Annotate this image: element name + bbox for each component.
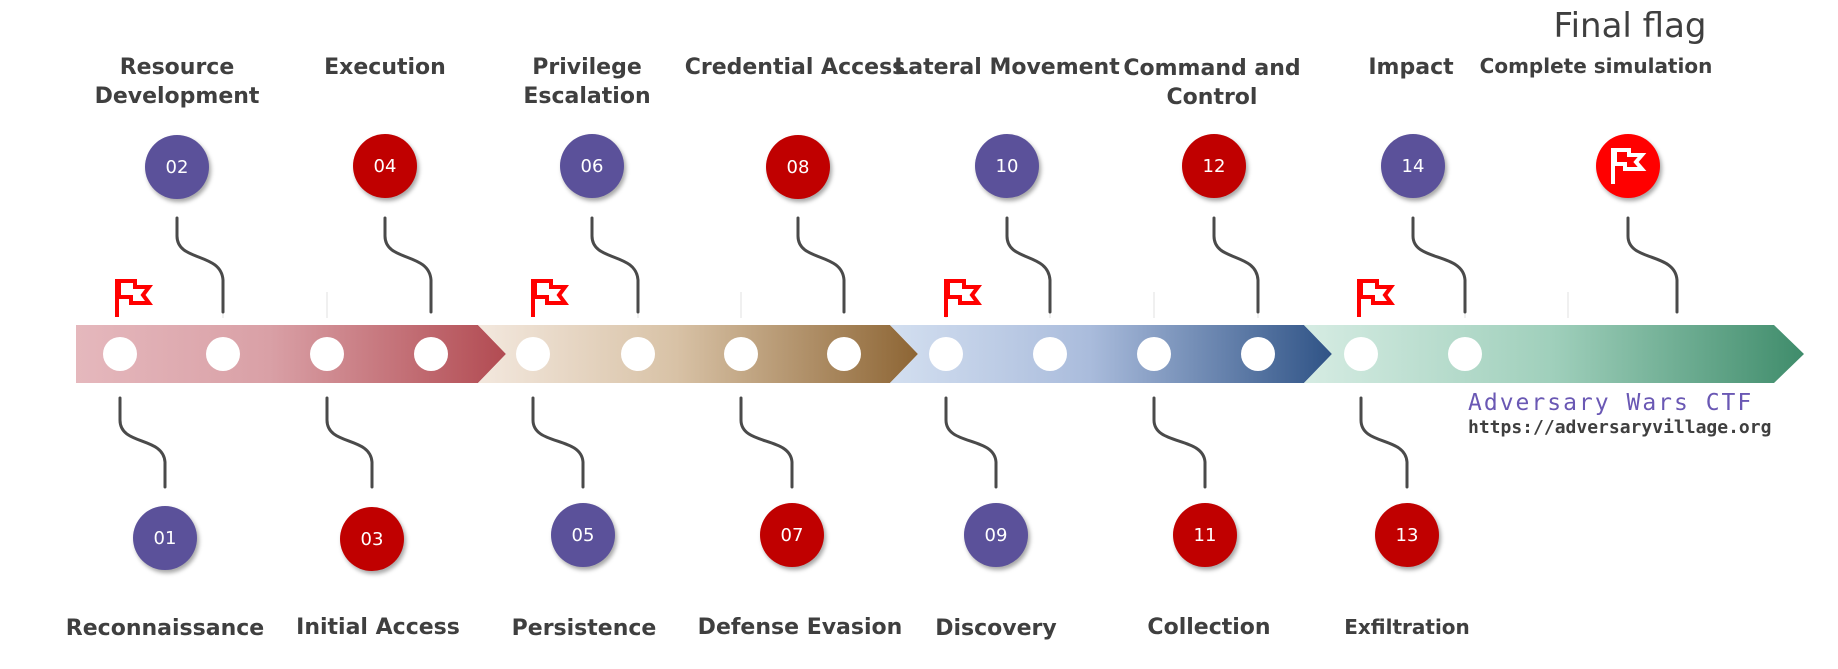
section-flag-icon-3 <box>944 279 982 317</box>
stage-circle-06: 06 <box>560 134 624 198</box>
stage-label-08: Credential Access <box>684 55 906 80</box>
timeline-dot-03 <box>310 337 344 371</box>
timeline-dot-04 <box>414 337 448 371</box>
flag-cloth <box>1359 279 1395 305</box>
timeline-dot-11 <box>1137 337 1171 371</box>
stage-label-11: Collection <box>1147 615 1271 640</box>
top-connector-5 <box>1005 216 1052 314</box>
stage-circle-12: 12 <box>1182 134 1246 198</box>
section-flag-icon-1 <box>115 279 153 317</box>
stage-label-04: Execution <box>324 55 446 80</box>
final-flag-icon <box>1611 148 1647 184</box>
stage-label-07: Defense Evasion <box>697 615 903 640</box>
stage-circle-11: 11 <box>1173 503 1237 567</box>
final-flag-subtitle: Complete simulation <box>1479 54 1713 78</box>
timeline-dot-02 <box>206 337 240 371</box>
section-flag-icon-2 <box>531 279 569 317</box>
top-connector-7 <box>1411 216 1467 314</box>
timeline-dot-12 <box>1241 337 1275 371</box>
top-connector-6 <box>1212 216 1260 314</box>
stage-label-12: Command and Control <box>1123 56 1301 110</box>
bottom-connector-6 <box>1152 396 1207 489</box>
stage-circle-04: 04 <box>353 134 417 198</box>
stage-label-10: Lateral Movement <box>894 55 1120 80</box>
timeline-dot-06 <box>621 337 655 371</box>
stage-circle-02: 02 <box>145 135 209 199</box>
stage-label-06: Privilege Escalation <box>523 55 651 109</box>
final-flag-title: Final flag <box>1553 6 1707 46</box>
flag-cloth <box>533 279 569 305</box>
stage-circle-10: 10 <box>975 134 1039 198</box>
stage-circle-09: 09 <box>964 503 1028 567</box>
stage-circle-03: 03 <box>340 507 404 571</box>
arrow-segment-2 <box>478 325 918 383</box>
bottom-connector-7 <box>1359 396 1409 489</box>
top-connector-3 <box>590 216 640 314</box>
timeline-dot-09 <box>929 337 963 371</box>
top-connector-4 <box>796 216 846 314</box>
stage-circle-01: 01 <box>133 506 197 570</box>
bottom-connector-2 <box>325 396 374 489</box>
brand-url: https://adversaryvillage.org <box>1468 417 1772 438</box>
bottom-connector-3 <box>531 396 585 489</box>
stage-label-01: Reconnaissance <box>65 616 265 641</box>
timeline-dot-05 <box>516 337 550 371</box>
timeline-dot-01 <box>103 337 137 371</box>
top-connector-8 <box>1626 216 1679 314</box>
stage-label-14: Impact <box>1368 55 1454 80</box>
timeline-dot-14 <box>1448 337 1482 371</box>
stage-label-03: Initial Access <box>296 615 460 640</box>
flag-cloth <box>946 279 982 305</box>
stage-label-05: Persistence <box>511 616 657 641</box>
top-connector-1 <box>175 216 225 314</box>
top-connector-2 <box>383 216 433 314</box>
stage-label-02: Resource Development <box>94 55 260 109</box>
arrow-segment-4 <box>1304 325 1804 383</box>
stage-circle-08: 08 <box>766 135 830 199</box>
arrow-segment-3 <box>890 325 1332 383</box>
section-flag-icon-4 <box>1357 279 1395 317</box>
stage-circle-13: 13 <box>1375 503 1439 567</box>
flag-cloth <box>117 279 153 305</box>
stage-circle-07: 07 <box>760 503 824 567</box>
final-flag-circle <box>1596 134 1660 198</box>
timeline-dot-13 <box>1344 337 1378 371</box>
stage-label-13: Exfiltration <box>1344 615 1470 639</box>
bottom-connector-1 <box>118 396 167 489</box>
brand-title: Adversary Wars CTF <box>1468 390 1754 416</box>
timeline-dot-10 <box>1033 337 1067 371</box>
arrow-segment-1 <box>76 325 506 383</box>
bottom-connector-4 <box>739 396 794 489</box>
bottom-connector-5 <box>944 396 998 489</box>
timeline-dot-08 <box>827 337 861 371</box>
stage-circle-05: 05 <box>551 503 615 567</box>
timeline-dot-07 <box>724 337 758 371</box>
stage-label-09: Discovery <box>935 616 1057 641</box>
stage-circle-14: 14 <box>1381 134 1445 198</box>
